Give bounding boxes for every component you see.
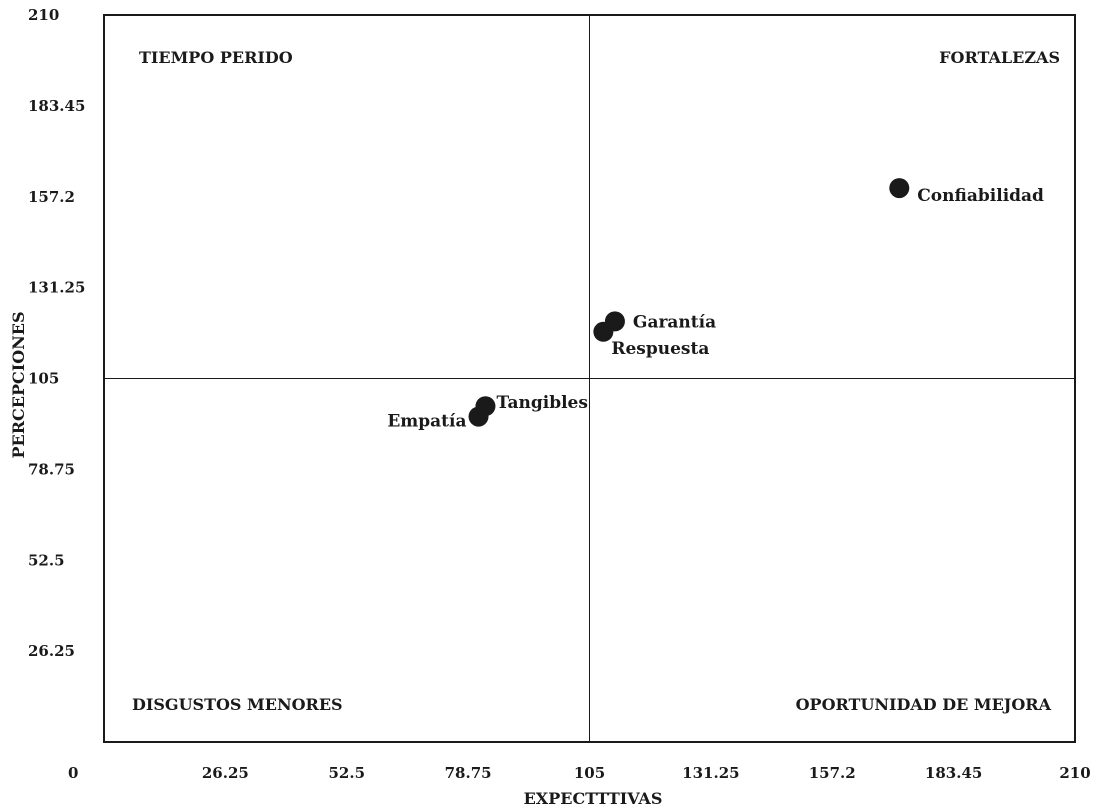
data-point	[889, 178, 910, 199]
x-tick-label: 183.45	[925, 764, 982, 782]
x-axis-ticks: 0 26.25 52.5 78.75 105 131.25 157.2 183.45 210	[68, 764, 1091, 782]
data-points: Confiabilidad Garantía Respuesta Tangibles E…	[387, 178, 1044, 432]
quadrant-label-top-left: TIEMPO PERIDO	[139, 48, 293, 67]
data-point-label: Respuesta	[611, 339, 709, 359]
y-axis-ticks: 210 183.45 157.2 131.25 105 78.75 52.5 26.25	[28, 6, 85, 660]
data-point	[468, 406, 489, 427]
y-tick-label: 210	[28, 6, 59, 24]
x-tick-label: 78.75	[445, 764, 492, 782]
quadrant-label-bottom-right: OPORTUNIDAD DE MEJORA	[796, 695, 1052, 714]
y-tick-label: 52.5	[28, 551, 65, 569]
y-tick-label: 183.45	[28, 97, 85, 115]
quadrant-label-bottom-left: DISGUSTOS MENORES	[132, 695, 343, 714]
x-axis-title: EXPECTTTIVAS	[524, 789, 663, 808]
y-tick-label: 26.25	[28, 642, 75, 660]
x-tick-label: 105	[574, 764, 605, 782]
y-tick-label: 78.75	[28, 460, 75, 478]
data-point-label: Empatía	[387, 412, 466, 432]
y-tick-label: 131.25	[28, 279, 85, 297]
x-tick-label: 52.5	[328, 764, 365, 782]
x-tick-label: 210	[1059, 764, 1090, 782]
data-point-label: Tangibles	[496, 393, 587, 413]
data-point-label: Garantía	[633, 312, 716, 332]
x-tick-label: 131.25	[682, 764, 739, 782]
data-point-label: Confiabilidad	[917, 186, 1044, 206]
quadrant-label-top-right: FORTALEZAS	[939, 48, 1060, 67]
x-tick-label: 157.2	[809, 764, 856, 782]
x-tick-label: 26.25	[202, 764, 249, 782]
y-tick-label: 105	[28, 370, 59, 388]
data-point	[593, 321, 614, 342]
y-axis-title: PERCEPCIONES	[9, 311, 28, 458]
y-tick-label: 157.2	[28, 188, 75, 206]
x-tick-label: 0	[68, 764, 78, 782]
